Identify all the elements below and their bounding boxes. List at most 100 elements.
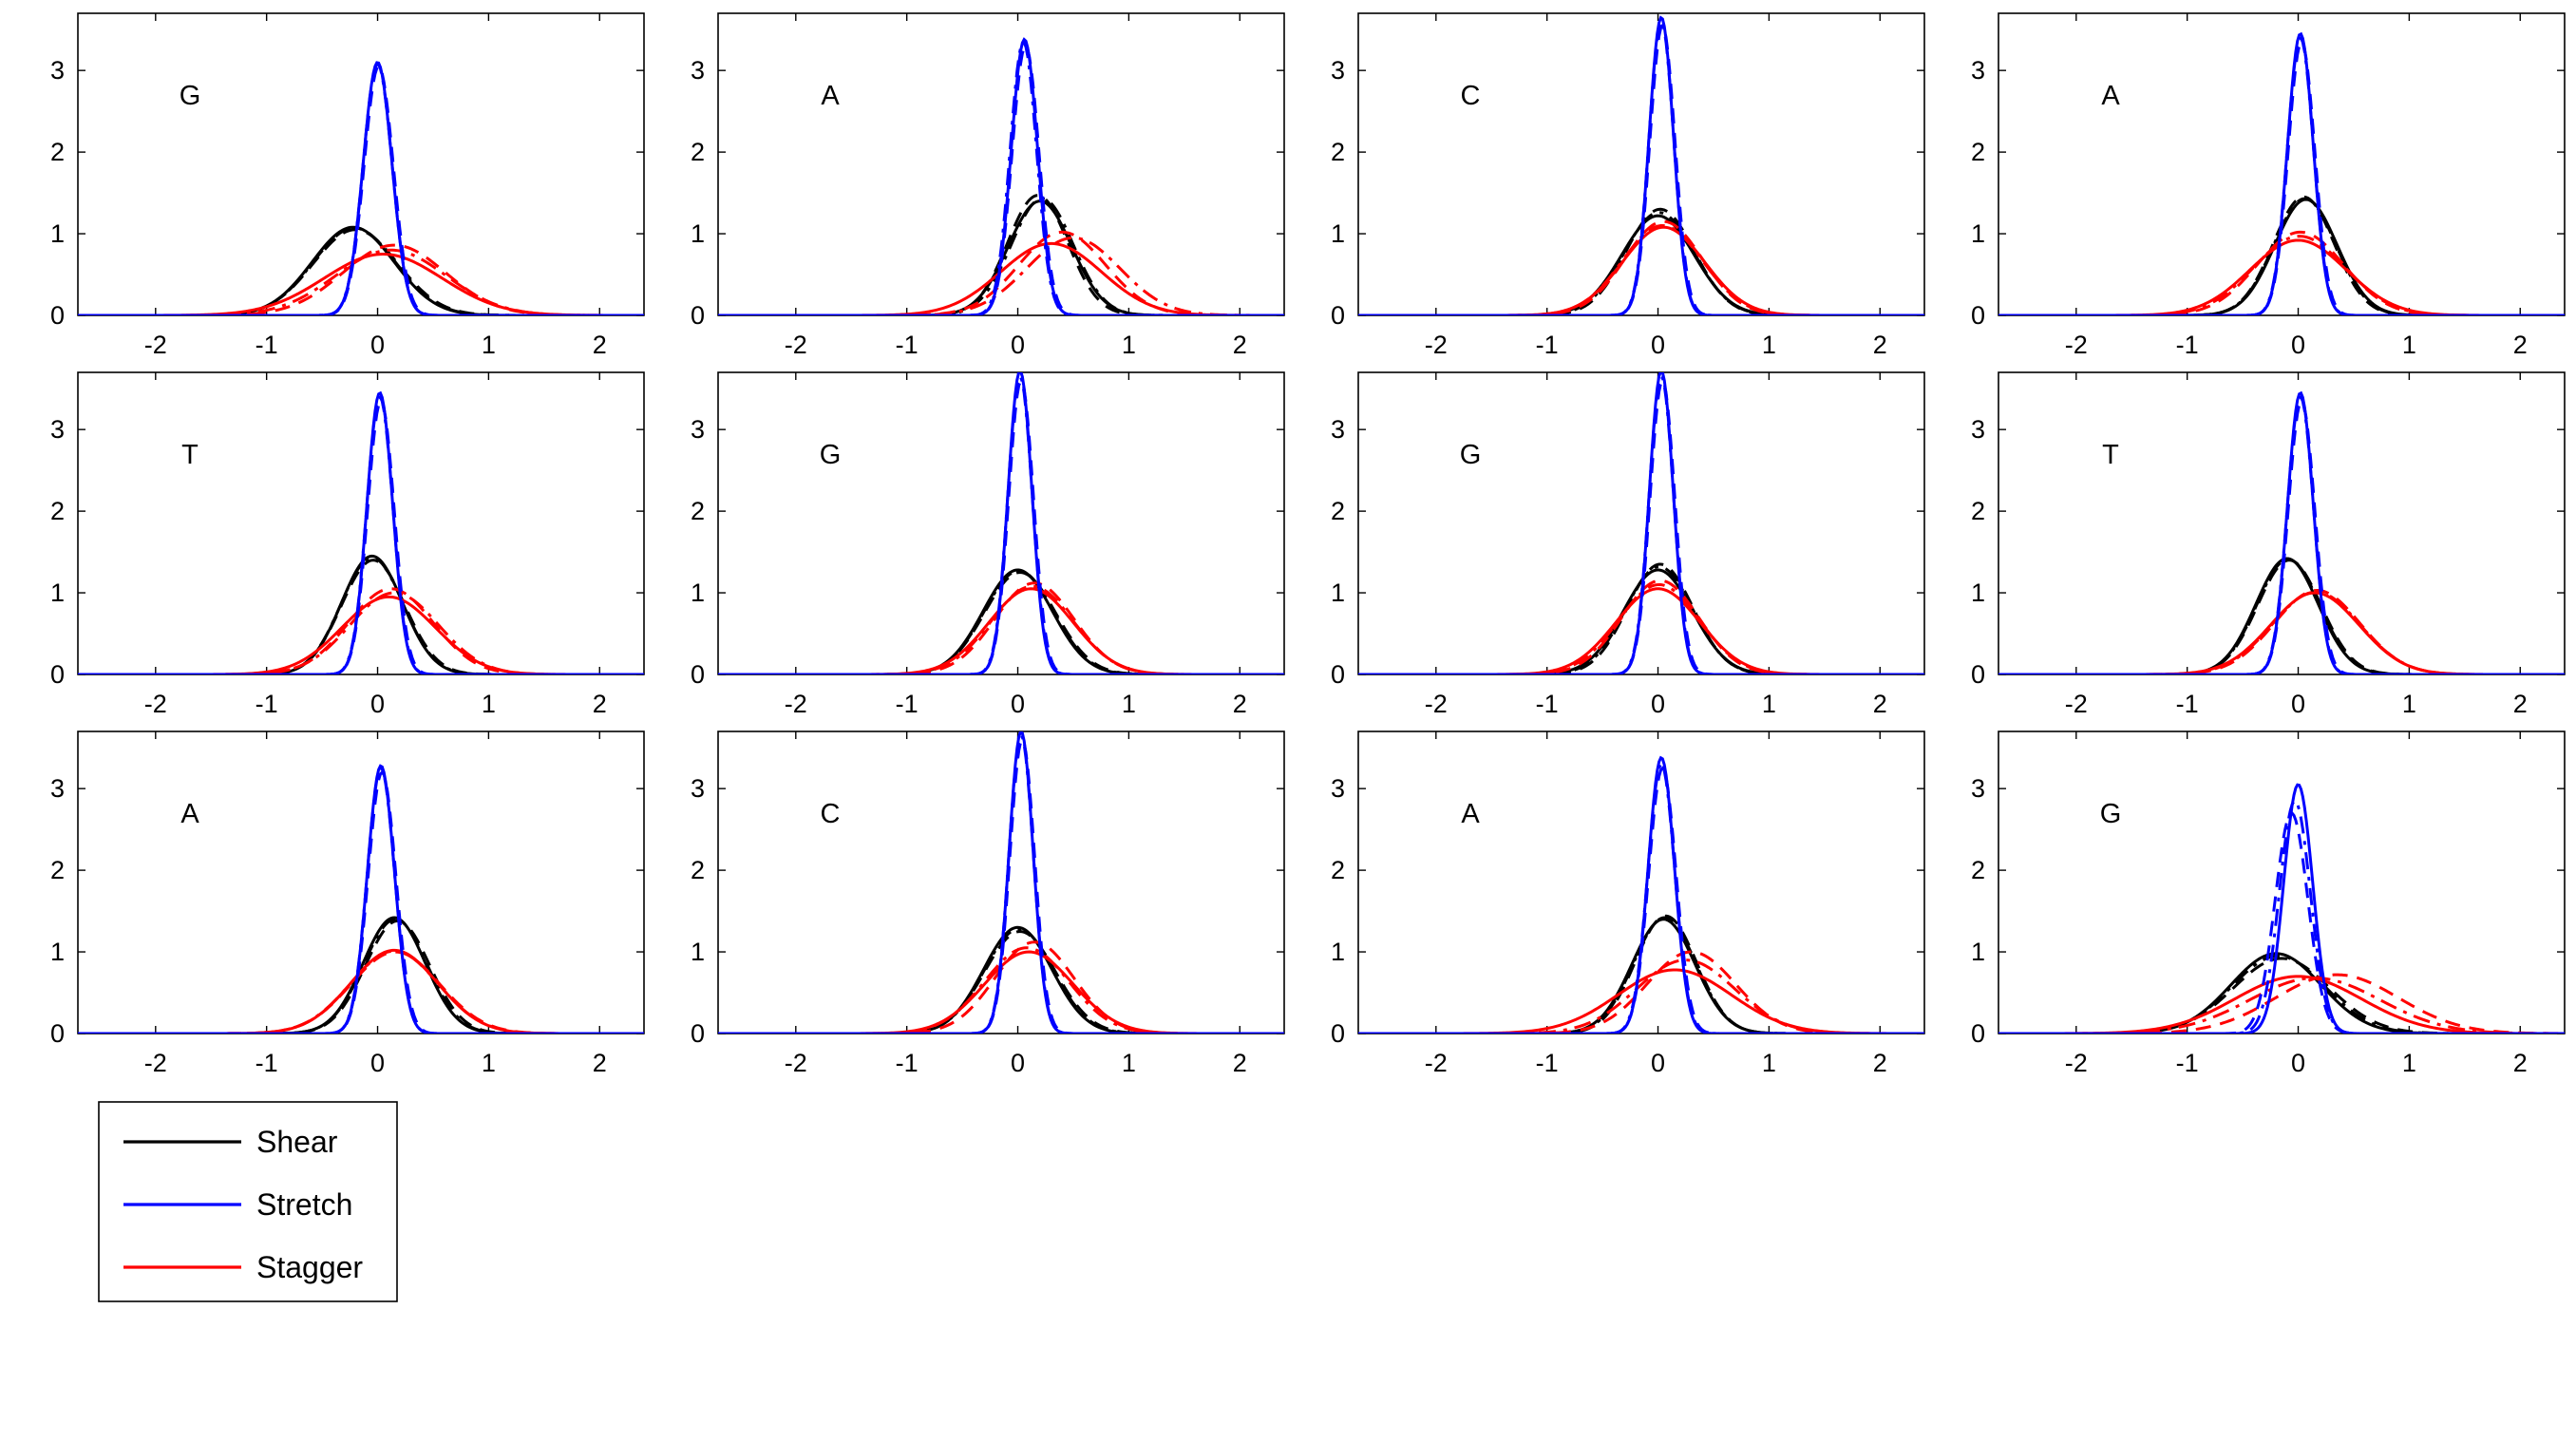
y-tick-label: 1 <box>1331 219 1345 248</box>
y-tick-label: 2 <box>1331 497 1345 525</box>
x-tick-label: 2 <box>2513 1049 2528 1077</box>
curves <box>78 61 644 315</box>
curve-shear-3 <box>718 927 1284 1034</box>
x-tick-label: -2 <box>785 690 807 718</box>
y-tick-label: 0 <box>691 301 705 330</box>
axes-box <box>1357 371 1925 675</box>
panel-5: -2 -1 0 1 2 0 1 2 3 T <box>50 371 645 718</box>
x-tick-label: -2 <box>1425 1049 1448 1077</box>
x-tick-label: -2 <box>785 1049 807 1077</box>
panel-4: -2 -1 0 1 2 0 1 2 3 A <box>1971 12 2566 359</box>
x-tick-label: 1 <box>1122 690 1136 718</box>
curves <box>1998 31 2565 315</box>
curves <box>1998 783 2565 1034</box>
x-tick-label: -1 <box>256 331 278 359</box>
x-tick-label: 1 <box>1762 1049 1776 1077</box>
y-tick-label: 3 <box>1331 415 1345 444</box>
curves <box>1358 15 1924 315</box>
panel-label: A <box>1461 799 1480 829</box>
panel-10: -2 -1 0 1 2 0 1 2 3 C <box>691 730 1285 1077</box>
panel-8: -2 -1 0 1 2 0 1 2 3 T <box>1971 371 2566 718</box>
panel-label: T <box>2102 440 2119 470</box>
x-tick-label: 1 <box>2402 690 2416 718</box>
curve-stretch-1 <box>1998 783 2565 1034</box>
curve-shear-1 <box>1998 557 2565 674</box>
y-tick-label: 0 <box>1971 660 1985 689</box>
curves <box>1358 755 1924 1034</box>
y-tick-label: 0 <box>50 1019 65 1048</box>
curves <box>78 764 644 1034</box>
x-tick-label: -1 <box>2176 1049 2199 1077</box>
panel-11: -2 -1 0 1 2 0 1 2 3 A <box>1331 730 1925 1077</box>
y-tick-label: 3 <box>691 774 705 803</box>
x-tick-label: 2 <box>1233 1049 1247 1077</box>
x-tick-label: 1 <box>2402 331 2416 359</box>
y-tick-label: 1 <box>691 219 705 248</box>
x-tick-label: -1 <box>256 690 278 718</box>
curve-stretch-3 <box>78 395 644 674</box>
x-tick-label: -1 <box>1536 690 1559 718</box>
x-tick-label: -1 <box>2176 690 2199 718</box>
x-tick-label: 0 <box>1011 690 1025 718</box>
y-tick-label: 2 <box>691 138 705 166</box>
y-tick-label: 0 <box>50 301 65 330</box>
x-tick-label: 2 <box>1873 690 1887 718</box>
y-tick-label: 1 <box>691 579 705 607</box>
curve-stagger-3 <box>78 248 644 315</box>
y-tick-label: 2 <box>50 138 65 166</box>
x-tick-label: -1 <box>896 690 919 718</box>
x-tick-label: 1 <box>1762 331 1776 359</box>
y-tick-label: 0 <box>1331 1019 1345 1048</box>
curves <box>78 390 644 674</box>
x-tick-label: -1 <box>256 1049 278 1077</box>
axes-box <box>717 12 1285 316</box>
panel-label: A <box>821 81 840 111</box>
curve-stagger-2 <box>1998 973 2565 1034</box>
y-tick-label: 1 <box>50 938 65 966</box>
x-tick-label: 1 <box>482 1049 496 1077</box>
y-tick-label: 2 <box>1331 856 1345 884</box>
y-tick-label: 2 <box>1971 497 1985 525</box>
y-tick-label: 3 <box>50 56 65 85</box>
curve-stagger-2 <box>78 587 644 674</box>
x-tick-label: -2 <box>1425 690 1448 718</box>
x-tick-label: 0 <box>1651 331 1665 359</box>
curve-shear-3 <box>78 226 644 315</box>
x-tick-label: -2 <box>2065 1049 2088 1077</box>
curve-stagger-3 <box>718 236 1284 315</box>
x-tick-label: 2 <box>593 690 607 718</box>
curve-stretch-1 <box>1358 15 1924 315</box>
y-tick-label: 0 <box>1971 1019 1985 1048</box>
x-tick-label: -2 <box>144 690 167 718</box>
axes-box <box>77 12 645 316</box>
y-tick-label: 0 <box>50 660 65 689</box>
y-tick-label: 3 <box>50 415 65 444</box>
y-tick-label: 3 <box>1971 56 1985 85</box>
curve-stretch-2 <box>78 769 644 1034</box>
x-tick-label: 0 <box>370 1049 385 1077</box>
panel-9: -2 -1 0 1 2 0 1 2 3 A <box>50 730 645 1077</box>
x-tick-label: -2 <box>144 1049 167 1077</box>
legend-label-stretch: Stretch <box>256 1187 352 1222</box>
x-tick-label: 2 <box>2513 690 2528 718</box>
x-tick-label: 2 <box>1233 690 1247 718</box>
axes-box <box>1998 730 2566 1034</box>
x-tick-label: -1 <box>1536 1049 1559 1077</box>
x-tick-label: 1 <box>482 690 496 718</box>
y-tick-label: 0 <box>691 1019 705 1048</box>
x-tick-label: 0 <box>1011 331 1025 359</box>
panel-label: C <box>1461 81 1481 111</box>
y-tick-label: 1 <box>50 579 65 607</box>
curves <box>718 731 1284 1034</box>
x-tick-label: 0 <box>2291 331 2305 359</box>
panel-7: -2 -1 0 1 2 0 1 2 3 G <box>1331 371 1925 718</box>
y-tick-label: 1 <box>1971 938 1985 966</box>
axes-box <box>717 730 1285 1034</box>
panel-2: -2 -1 0 1 2 0 1 2 3 A <box>691 12 1285 359</box>
panel-label: G <box>180 81 201 111</box>
curve-stagger-3 <box>1998 590 2565 674</box>
curves <box>1358 372 1924 674</box>
curves <box>718 372 1284 674</box>
y-tick-label: 0 <box>1971 301 1985 330</box>
